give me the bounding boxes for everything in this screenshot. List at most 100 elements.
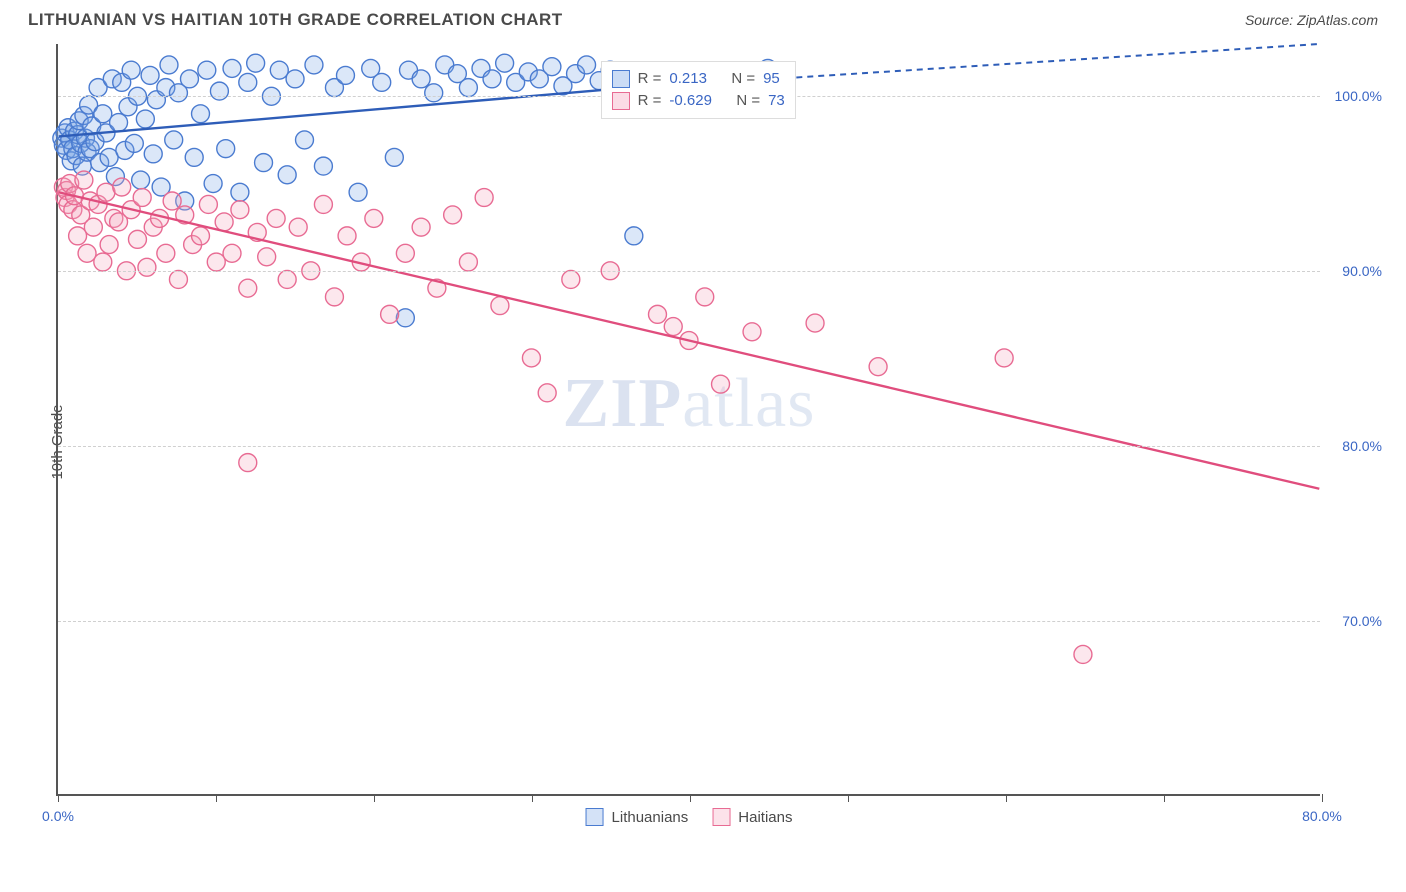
gridline (58, 446, 1320, 447)
legend-label: Lithuanians (612, 809, 689, 826)
chart-header: LITHUANIAN VS HAITIAN 10TH GRADE CORRELA… (0, 0, 1406, 36)
scatter-point (239, 454, 257, 472)
scatter-point (459, 79, 477, 97)
scatter-point (396, 309, 414, 327)
scatter-point (365, 209, 383, 227)
x-tick (848, 794, 849, 802)
legend-label: Haitians (738, 809, 792, 826)
r-label: R = (638, 70, 662, 87)
n-value: 73 (768, 92, 785, 109)
chart-area: 10th Grade ZIPatlas 70.0%80.0%90.0%100.0… (50, 42, 1370, 842)
scatter-point (185, 148, 203, 166)
scatter-point (165, 131, 183, 149)
scatter-point (325, 288, 343, 306)
scatter-point (337, 66, 355, 84)
scatter-point (267, 209, 285, 227)
scatter-point (625, 227, 643, 245)
scatter-point (305, 56, 323, 74)
scatter-point (314, 157, 332, 175)
scatter-point (128, 230, 146, 248)
scatter-point (247, 54, 265, 72)
scatter-point (239, 279, 257, 297)
scatter-point (444, 206, 462, 224)
scatter-point (215, 213, 233, 231)
y-tick-label: 90.0% (1342, 263, 1382, 279)
scatter-point (349, 183, 367, 201)
scatter-point (125, 134, 143, 152)
scatter-point (412, 70, 430, 88)
legend-swatch (712, 808, 730, 826)
r-value: -0.629 (669, 92, 712, 109)
n-value: 95 (763, 70, 780, 87)
scatter-point (136, 110, 154, 128)
scatter-point (69, 227, 87, 245)
scatter-point (578, 56, 596, 74)
stats-legend: R =0.213 N =95R =-0.629 N =73 (601, 61, 796, 119)
scatter-point (160, 56, 178, 74)
legend-swatch (612, 92, 630, 110)
scatter-point (491, 297, 509, 315)
scatter-point (113, 178, 131, 196)
scatter-point (806, 314, 824, 332)
scatter-point (475, 189, 493, 207)
trend-line (59, 192, 1320, 489)
scatter-point (223, 59, 241, 77)
scatter-point (192, 227, 210, 245)
scatter-point (296, 131, 314, 149)
scatter-point (199, 195, 217, 213)
scatter-point (207, 253, 225, 271)
x-tick (1164, 794, 1165, 802)
x-tick-label: 0.0% (42, 808, 74, 824)
scatter-point (396, 244, 414, 262)
gridline (58, 271, 1320, 272)
r-label: R = (638, 92, 662, 109)
scatter-point (141, 66, 159, 84)
x-tick (690, 794, 691, 802)
scatter-point (270, 61, 288, 79)
n-label: N = (731, 70, 755, 87)
r-value: 0.213 (669, 70, 707, 87)
y-tick-label: 70.0% (1342, 613, 1382, 629)
chart-source: Source: ZipAtlas.com (1245, 12, 1378, 28)
legend-item: Haitians (712, 808, 792, 826)
scatter-point (198, 61, 216, 79)
scatter-point (278, 166, 296, 184)
x-tick (58, 794, 59, 802)
scatter-point (538, 384, 556, 402)
scatter-point (373, 73, 391, 91)
x-tick (1006, 794, 1007, 802)
scatter-point (133, 189, 151, 207)
scatter-point (231, 183, 249, 201)
scatter-point (217, 140, 235, 158)
scatter-point (869, 358, 887, 376)
scatter-point (84, 218, 102, 236)
scatter-point (314, 195, 332, 213)
scatter-point (157, 244, 175, 262)
scatter-point (649, 305, 667, 323)
series-legend: Lithuanians Haitians (586, 808, 793, 826)
scatter-point (138, 258, 156, 276)
scatter-point (696, 288, 714, 306)
scatter-point (664, 318, 682, 336)
gridline (58, 621, 1320, 622)
scatter-point (231, 201, 249, 219)
x-tick (216, 794, 217, 802)
scatter-point (100, 236, 118, 254)
x-tick (532, 794, 533, 802)
x-tick (374, 794, 375, 802)
scatter-point (995, 349, 1013, 367)
source-name: ZipAtlas.com (1297, 12, 1378, 28)
scatter-point (712, 375, 730, 393)
scatter-point (239, 73, 257, 91)
plot-region: ZIPatlas 70.0%80.0%90.0%100.0%0.0%80.0%R… (56, 44, 1320, 796)
legend-swatch (586, 808, 604, 826)
scatter-point (543, 58, 561, 76)
scatter-point (180, 70, 198, 88)
scatter-point (278, 270, 296, 288)
x-tick (1322, 794, 1323, 802)
chart-title: LITHUANIAN VS HAITIAN 10TH GRADE CORRELA… (28, 10, 563, 30)
scatter-point (338, 227, 356, 245)
scatter-point (459, 253, 477, 271)
legend-item: Lithuanians (586, 808, 689, 826)
scatter-point (412, 218, 430, 236)
